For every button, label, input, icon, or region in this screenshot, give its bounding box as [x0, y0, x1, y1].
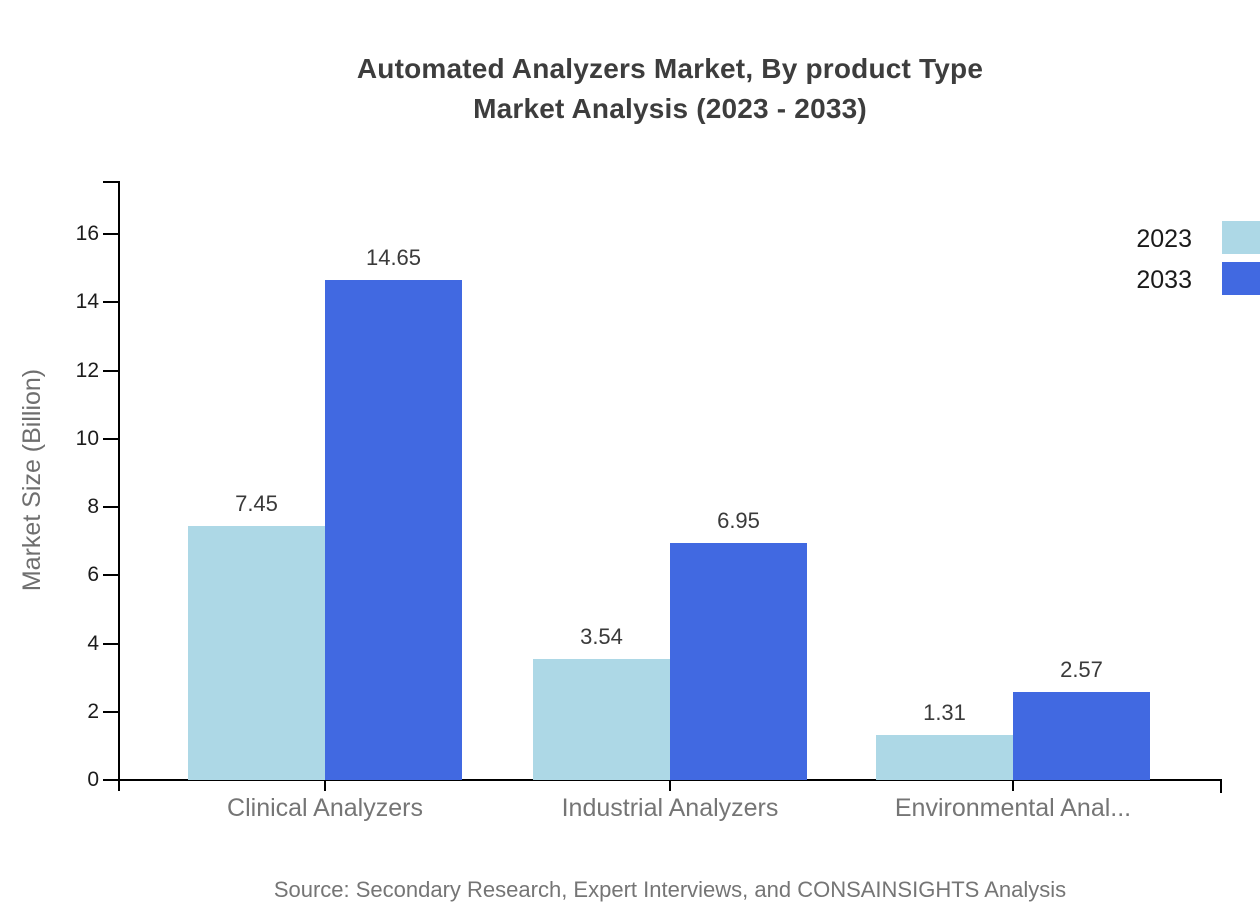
- bar-2023-environmental-anal-: [876, 735, 1013, 780]
- y-axis-top-cap: [103, 181, 120, 183]
- bar-value-label: 3.54: [580, 624, 623, 650]
- legend-swatch-2033: [1222, 262, 1260, 295]
- y-tick-mark: [103, 301, 120, 304]
- bar-value-label: 1.31: [923, 700, 966, 726]
- y-tick-label: 0: [87, 768, 99, 791]
- chart-title: Automated Analyzers Market, By product T…: [140, 49, 1200, 129]
- bar-2033-environmental-anal-: [1013, 692, 1150, 780]
- x-tick-mark: [669, 780, 671, 791]
- y-tick-label: 6: [87, 563, 99, 587]
- legend-label-2033: 2033: [1136, 266, 1192, 294]
- bar-2033-clinical-analyzers: [325, 280, 462, 780]
- bar-2033-industrial-analyzers: [670, 542, 807, 780]
- chart-title-line-1: Automated Analyzers Market, By product T…: [356, 53, 984, 84]
- y-tick-mark: [103, 574, 120, 577]
- x-category-label: Environmental Anal...: [894, 794, 1132, 822]
- y-tick-mark: [103, 369, 120, 372]
- bar-value-label: 6.95: [717, 507, 760, 533]
- y-axis-line: [118, 181, 120, 791]
- source-attribution: Source: Secondary Research, Expert Inter…: [273, 877, 1067, 902]
- x-category-label: Clinical Analyzers: [227, 794, 423, 822]
- legend-label-2023: 2023: [1136, 225, 1192, 253]
- y-tick-mark: [103, 506, 120, 508]
- chart-title-line-2: Market Analysis (2023 - 2033): [473, 93, 867, 124]
- x-tick-mark: [1012, 780, 1014, 791]
- bar-value-label: 2.57: [1060, 657, 1103, 683]
- y-tick-mark: [103, 710, 120, 713]
- y-tick-mark: [103, 779, 120, 781]
- y-tick-mark: [103, 437, 120, 440]
- y-tick-label: 14: [75, 290, 99, 314]
- x-category-label: Industrial Analyzers: [561, 794, 779, 822]
- y-tick-mark: [103, 233, 120, 235]
- y-tick-mark: [103, 642, 120, 645]
- bar-value-label: 7.45: [235, 490, 278, 516]
- bar-2023-clinical-analyzers: [188, 525, 325, 780]
- bar-2023-industrial-analyzers: [533, 659, 670, 780]
- legend-swatch-2023: [1222, 221, 1260, 254]
- bar-value-label: 14.65: [365, 245, 422, 271]
- y-tick-label: 8: [87, 495, 99, 518]
- y-tick-label: 4: [87, 631, 99, 655]
- x-tick-mark: [324, 780, 326, 791]
- y-tick-label: 12: [75, 358, 99, 382]
- y-tick-label: 2: [87, 699, 99, 723]
- x-axis-end-cap: [1220, 779, 1222, 793]
- y-tick-label: 10: [75, 426, 99, 450]
- y-tick-label: 16: [75, 222, 99, 245]
